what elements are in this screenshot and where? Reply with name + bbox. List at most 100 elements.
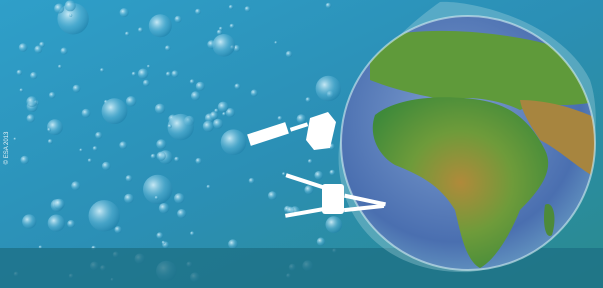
bubble	[155, 104, 165, 114]
bubble	[213, 34, 236, 57]
bubble	[102, 162, 111, 171]
bubble	[222, 112, 226, 116]
bubble	[235, 84, 241, 90]
bubble	[174, 193, 184, 203]
bubble	[54, 199, 65, 210]
bubble	[126, 175, 133, 182]
bubble	[151, 154, 156, 159]
bubble	[88, 159, 92, 163]
bubble	[102, 98, 128, 124]
bubble	[61, 48, 68, 55]
bubble	[168, 124, 172, 128]
bubble	[297, 114, 306, 123]
bubble	[124, 194, 134, 204]
bubble	[175, 16, 182, 23]
bubble	[49, 92, 55, 98]
bubble	[26, 96, 37, 107]
bubble	[251, 90, 258, 97]
bubble	[125, 32, 129, 36]
bubble	[157, 232, 164, 239]
bubble	[19, 43, 28, 52]
bubble	[317, 238, 325, 246]
bubble	[89, 200, 120, 231]
bubble	[165, 45, 170, 50]
bubble	[314, 171, 323, 180]
bubble	[67, 220, 75, 228]
bubble	[30, 72, 37, 79]
bubble	[190, 231, 194, 235]
bubble	[47, 119, 63, 135]
bubble	[156, 139, 166, 149]
bubble	[17, 70, 23, 76]
bubble	[190, 79, 195, 84]
bubble	[58, 65, 62, 69]
page: © ESA 2013 (() => { const data = JSON.pa…	[0, 0, 603, 288]
bubble	[115, 226, 122, 233]
bubble	[69, 14, 72, 17]
bubble	[229, 5, 233, 9]
bubble	[214, 109, 218, 113]
bubble	[132, 72, 136, 76]
bubble	[143, 175, 172, 204]
bubble	[326, 3, 332, 9]
bubble	[196, 82, 205, 91]
bubble	[230, 24, 235, 29]
bubble	[308, 159, 312, 163]
bubble	[306, 97, 311, 102]
bubble	[20, 156, 29, 165]
illustration: © ESA 2013	[0, 0, 603, 288]
bubble	[95, 132, 102, 139]
bubble	[120, 8, 129, 17]
bubble	[330, 170, 336, 176]
bubble	[27, 114, 35, 122]
bubble	[71, 181, 80, 190]
bubble	[195, 9, 201, 15]
bubble	[316, 76, 341, 101]
bubble	[159, 203, 169, 213]
bubble	[47, 128, 51, 132]
bubble	[249, 178, 255, 184]
bubble	[282, 172, 285, 175]
bubble	[177, 209, 186, 218]
bubble	[286, 51, 292, 57]
bubble	[274, 41, 277, 44]
bubble	[228, 239, 238, 249]
bubble	[207, 185, 211, 189]
credit: © ESA 2013	[3, 131, 10, 164]
bubble	[326, 216, 343, 233]
bubble	[174, 157, 179, 162]
bubble	[143, 80, 150, 87]
bubble	[54, 4, 64, 14]
bubble	[218, 102, 229, 113]
bubble	[73, 85, 81, 93]
bubble	[157, 152, 166, 161]
bubble	[20, 88, 24, 92]
bubble	[203, 121, 214, 132]
satellite-body	[322, 184, 344, 214]
bubble	[155, 196, 159, 200]
bubble	[278, 116, 283, 121]
bubble	[172, 70, 179, 77]
bubble	[82, 109, 91, 118]
bubble	[147, 65, 150, 68]
bubble	[119, 141, 127, 149]
bubble	[196, 158, 202, 164]
bubble	[48, 139, 53, 144]
bubble	[304, 185, 313, 194]
bubble	[217, 30, 222, 35]
bubble	[14, 138, 17, 141]
bubble	[65, 0, 76, 11]
bubble	[22, 214, 36, 228]
bubble	[245, 6, 251, 12]
bubble	[191, 91, 200, 100]
bubble	[126, 96, 136, 106]
bubble	[138, 27, 143, 32]
bubble	[149, 14, 172, 37]
bubble	[166, 72, 171, 77]
bubble	[79, 149, 82, 152]
bubble	[221, 129, 247, 155]
bubble	[162, 241, 166, 245]
bubble	[213, 119, 223, 129]
bubble	[138, 69, 148, 79]
bubble	[48, 215, 65, 232]
